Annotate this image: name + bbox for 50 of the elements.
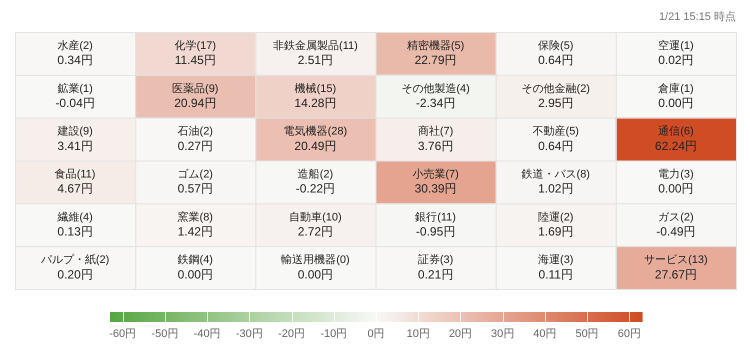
data-label: 電気機器(28) 20.49円 <box>284 126 348 153</box>
data-label: 電力(3) 0.00円 <box>658 167 694 196</box>
data-label: 自動車(10) 2.72円 <box>289 210 342 239</box>
color-bar-label: -30円 <box>236 328 263 340</box>
data-label: 不動産(5) 0.64円 <box>532 124 579 153</box>
data-label: 造船(2) -0.22円 <box>296 167 336 196</box>
color-bar-label: -20円 <box>278 328 306 340</box>
data-label: 鉄鋼(4) 0.00円 <box>178 254 213 282</box>
color-bar-label: 50円 <box>575 328 599 340</box>
data-label: 繊維(4) 0.13円 <box>56 210 93 239</box>
data-label: ゴム(2) 0.57円 <box>178 168 213 196</box>
data-label: 銀行(11) -0.95円 <box>415 211 456 239</box>
data-label: 医薬品(9) 20.94円 <box>172 82 218 110</box>
color-bar-label: 0円 <box>367 328 385 340</box>
data-label: 倉庫(1) 0.00円 <box>658 82 694 110</box>
data-label: 食品(11) 4.67円 <box>54 168 96 196</box>
data-label: 機械(15) 14.28円 <box>294 82 336 110</box>
data-label: ガス(2) -0.49円 <box>656 211 696 239</box>
color-bar-label: -60円 <box>109 328 136 340</box>
color-bar-label: -40円 <box>194 328 221 340</box>
data-label: パルプ・紙(2) 0.20円 <box>40 253 110 282</box>
data-label: 精密機器(5) 22.79円 <box>406 38 464 68</box>
data-label: 非鉄金属製品(11) 2.51円 <box>273 38 358 68</box>
data-label: 窯業(8) 1.42円 <box>178 210 213 239</box>
data-label: 海運(3) 0.11円 <box>538 254 574 282</box>
data-label: 通信(6) 62.24円 <box>654 124 697 153</box>
color-bar-label: 60円 <box>618 328 641 340</box>
data-label: 鉱業(1) -0.04円 <box>55 82 95 110</box>
data-label: 空運(1) 0.02円 <box>658 38 694 68</box>
color-bar-label: -10円 <box>320 328 348 340</box>
data-label: 建設(9) 3.41円 <box>56 124 93 153</box>
text: 1/21 15:15 時点 <box>658 10 736 24</box>
data-label: 陸運(2) 1.69円 <box>538 211 574 239</box>
data-label: 石油(2) 0.27円 <box>178 124 213 153</box>
data-label: 鉄道・バス(8) 1.02円 <box>522 168 590 196</box>
color-bar-label: 20円 <box>448 328 472 340</box>
color-bar-label: 40円 <box>533 328 557 340</box>
data-label: 水産(2) 0.34円 <box>57 38 93 68</box>
data-label: 輸送用機器(0) 0.00円 <box>281 254 350 282</box>
data-label: 小売業(7) 30.39円 <box>412 167 459 196</box>
data-label: 保険(5) 0.64円 <box>538 40 574 68</box>
data-label: その他金融(2) 2.95円 <box>522 82 590 110</box>
data-label: その他製造(4) -2.34円 <box>401 82 470 110</box>
color-bar-label: 10円 <box>406 328 430 340</box>
color-bar-label: 30円 <box>491 328 514 340</box>
data-label: 化学(17) 11.45円 <box>174 40 216 68</box>
data-label: 商社(7) 3.76円 <box>418 124 454 153</box>
data-label: サービス(13) 27.67円 <box>644 254 708 282</box>
data-label: 証券(3) 0.21円 <box>418 253 454 282</box>
color-bar-label: -50円 <box>151 328 178 340</box>
